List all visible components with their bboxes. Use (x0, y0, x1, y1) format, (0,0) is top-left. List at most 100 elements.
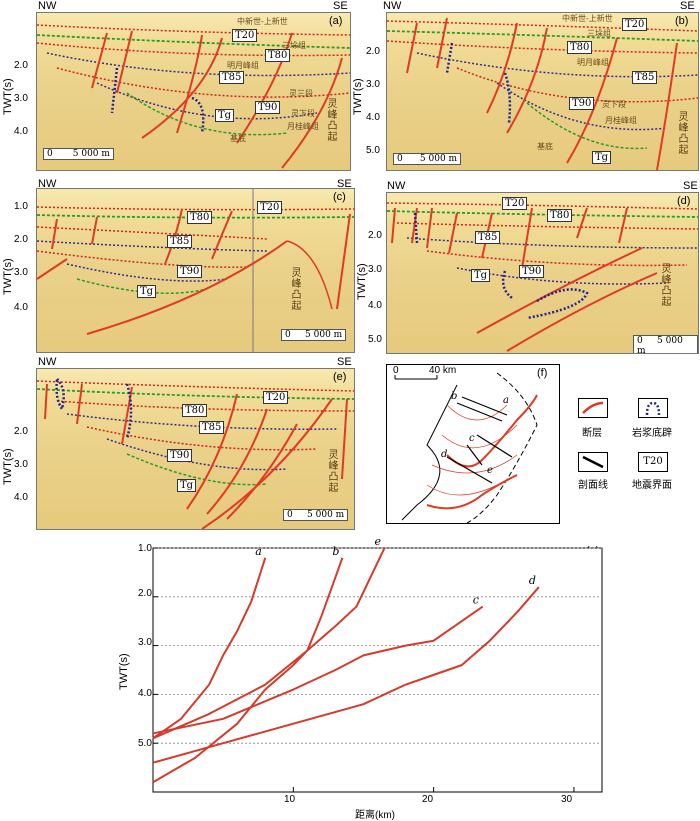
panel-b-tick-2: 4.0 (366, 112, 380, 123)
chart-g-series-c (152, 605, 484, 735)
panel-e-scale-5000: 5 000 m (307, 510, 345, 520)
panel-d-scale-5000: 5 000 m (637, 336, 683, 354)
panel-b-scale: 0 5 000 m (393, 153, 462, 165)
panel-e-scale-zero: 0 (287, 510, 293, 520)
panel-a-lines (37, 24, 350, 169)
panel-e-tick-0: 2.0 (14, 426, 28, 437)
panel-a-uplift: 灵峰凸起 (325, 98, 336, 142)
panel-a-formation-zxs: 中新世-上新世 (237, 17, 288, 26)
panel-a-tg: Tg (215, 109, 235, 122)
chart-g-ytick-2: 3.0 (138, 637, 152, 648)
panel-b-uplift: 灵峰凸起 (676, 111, 687, 155)
panel-g-letter: (g) (586, 545, 600, 557)
panel-d-tg: Tg (471, 269, 491, 282)
chart-g-xtick-0: 10 (284, 794, 296, 805)
chart-g-xtick-2: 30 (561, 794, 573, 805)
panel-a-tick-0: 2.0 (14, 60, 28, 71)
panel-c-nw-label: NW (38, 178, 57, 190)
panel-b-scale-5000: 5 000 m (419, 154, 458, 164)
panel-d-letter: (d) (677, 195, 691, 207)
chart-g-xtick-1: 20 (422, 794, 434, 805)
legend-fault-label: 断层 (582, 428, 602, 439)
panel-d-tick-3: 5.0 (368, 334, 382, 345)
panel-c-scale-zero: 0 (285, 330, 291, 340)
panel-e-uplift: 灵峰凸起 (326, 449, 337, 493)
panel-a-formation-jd: 基底 (230, 134, 246, 143)
panel-b-tick-3: 5.0 (366, 145, 380, 156)
panel-d-se-label: SE (683, 180, 698, 192)
panel-d-uplift: 灵峰凸起 (659, 263, 670, 307)
panel-b-formation-lx: 灵下段 (602, 100, 626, 109)
legend-dike-label: 岩浆底辟 (632, 428, 672, 439)
panel-a-tick-2: 4.0 (14, 126, 28, 137)
map-scale-zero: 0 (393, 365, 399, 376)
panel-c-lines (37, 189, 354, 352)
legend-dike-swatch (638, 398, 668, 418)
legend-section-swatch (578, 452, 608, 472)
map-letter-d: d (441, 449, 448, 460)
panel-d-tick-2: 4.0 (368, 300, 382, 311)
seismic-panel-c: T80 T20 T85 T90 Tg 灵峰凸起 0 5 000 m (c) (36, 188, 355, 353)
seismic-panel-e: T20 T80 T85 T90 Tg 灵峰凸起 0 5 000 m (e) (36, 368, 355, 530)
panel-b-formation-yg: 月桂峰组 (605, 116, 637, 125)
panel-a-t90: T90 (255, 101, 281, 114)
panel-a-t80: T80 (265, 49, 291, 62)
panel-e-scale: 0 5 000 m (283, 509, 349, 521)
chart-g-series-label-d: d (529, 574, 536, 587)
seismic-panel-a: T20 T80 T85 T90 Tg 中新世-上新世 三垛组 明月峰组 灵三段 … (36, 12, 351, 171)
panel-a-scale-zero: 0 (47, 149, 53, 159)
panel-e-t80: T80 (182, 404, 208, 417)
panel-b-letter: (b) (675, 15, 689, 27)
legend-surface-label: 地震界面 (632, 480, 672, 491)
panel-f-letter: (f) (537, 367, 548, 379)
panel-a-se-label: SE (333, 0, 348, 12)
panel-b-t80: T80 (567, 41, 593, 54)
map-letter-e: e (487, 465, 493, 476)
panel-a-twt-label: TWT(s) (2, 78, 14, 115)
legend-fault-swatch (578, 398, 608, 418)
panel-b-se-label: SE (680, 0, 695, 12)
panel-a-t20: T20 (232, 29, 258, 42)
map-f-lines (394, 372, 538, 524)
panel-c-twt-label: TWT(s) (2, 258, 14, 295)
chart-g-ytick-0: 1.0 (138, 543, 152, 554)
panel-d-t90: T90 (519, 265, 545, 278)
chart-g-ytick-1: 2.0 (138, 588, 152, 599)
legend-surface-swatch: T20 (638, 452, 668, 472)
chart-g-ylabel: TWT(s) (118, 653, 130, 690)
map-letter-c: c (469, 433, 475, 444)
panel-d-nw-label: NW (387, 180, 406, 192)
panel-d-t20: T20 (502, 197, 528, 210)
panel-e-t20: T20 (263, 391, 289, 404)
map-scale-40km: 40 km (429, 365, 457, 376)
seismic-panel-b: T20 T80 T85 T90 Tg 中新世-上新世 三垛组 明月峰组 灵下段 … (386, 12, 699, 171)
chart-g-frame (152, 547, 603, 793)
panel-b-twt-label: TWT(s) (352, 78, 364, 115)
legend-section-label: 剖面线 (578, 480, 608, 491)
panel-d-scale: 0 5 000 m (633, 335, 698, 354)
panel-e-tick-1: 3.0 (14, 459, 28, 470)
panel-c-scale: 0 5 000 m (281, 329, 347, 341)
panel-e-tg: Tg (177, 479, 197, 492)
panel-c-tg: Tg (137, 285, 157, 298)
panel-c-tick-3: 4.0 (14, 302, 28, 313)
chart-g-series-d (152, 586, 540, 764)
panel-d-tick-0: 2.0 (368, 230, 382, 241)
panel-a-formation-myf: 明月峰组 (227, 61, 259, 70)
panel-e-twt-label: TWT(s) (2, 448, 14, 485)
panel-c-t90: T90 (177, 265, 203, 278)
panel-e-lines (37, 378, 354, 529)
panel-c-scale-5000: 5 000 m (305, 330, 343, 340)
panel-c-tick-0: 1.0 (14, 201, 28, 212)
panel-a-formation-ls: 灵三段 (289, 89, 313, 98)
panel-b-t90: T90 (569, 97, 595, 110)
panel-d-scale-zero: 0 (637, 336, 643, 346)
panel-b-scale-zero: 0 (397, 154, 403, 164)
panel-c-t20: T20 (257, 201, 283, 214)
panel-e-nw-label: NW (38, 356, 57, 368)
panel-a-formation-yg: 月桂峰组 (287, 122, 319, 131)
panel-b-t85: T85 (632, 71, 658, 84)
chart-g-series-b (152, 557, 344, 784)
panel-b-formation-sld: 三垛组 (587, 29, 611, 38)
panel-c-letter: (c) (333, 191, 346, 203)
